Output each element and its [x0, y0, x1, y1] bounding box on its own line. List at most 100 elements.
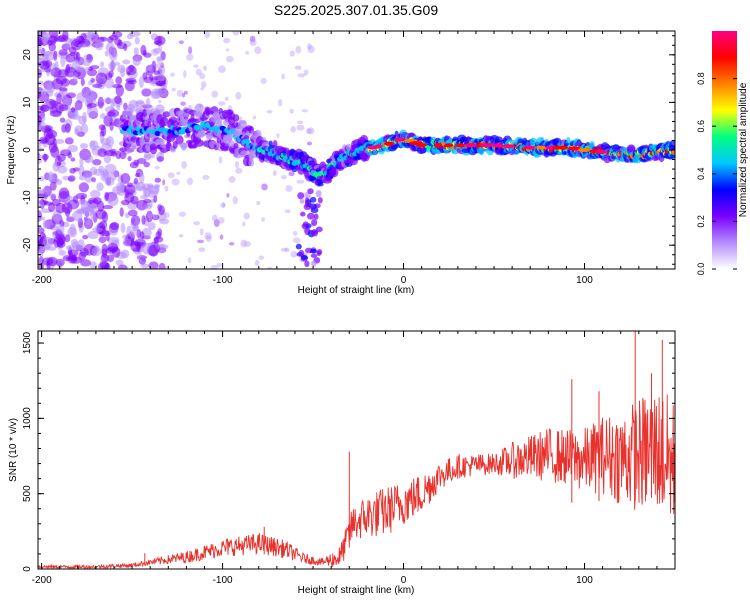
snr-y-tick-label: 1500 [22, 331, 33, 354]
snr-peaks [144, 331, 663, 566]
spectrogram-cell [77, 239, 85, 251]
spectrogram-cell [175, 135, 184, 145]
spectrogram-x-tick-label: -100 [213, 275, 233, 286]
spectrogram-cell [119, 207, 124, 217]
spectrogram-cell [64, 137, 74, 145]
spectrogram-cell [103, 150, 116, 156]
spectrogram-cell [281, 73, 286, 80]
spectrogram-cell [50, 193, 57, 201]
spectrogram-cell [53, 50, 58, 61]
spectrogram-cell [171, 178, 180, 186]
spectrogram-cell [164, 212, 170, 219]
spectrogram-cell [284, 209, 291, 214]
spectrogram-cell [103, 115, 113, 127]
spectrogram-cell [235, 167, 243, 174]
spectrogram-cell [228, 242, 235, 246]
spectrogram-cell [176, 171, 181, 175]
spectrogram-cell [97, 96, 104, 109]
spectrogram-cell [52, 177, 60, 183]
spectrogram-cell [43, 153, 48, 163]
spectrogram-cell [595, 150, 607, 155]
spectrogram-cell [86, 105, 99, 118]
colorbar-ticks: 0.0 0.2 0.4 0.6 0.8 [696, 72, 737, 275]
spectrogram-cell [193, 64, 199, 68]
spectrogram-cell [70, 114, 81, 120]
spectrogram-cell [248, 159, 255, 167]
spectrogram-cell [153, 70, 160, 76]
spectrogram-cell [56, 240, 66, 248]
spectrogram-cell [268, 140, 273, 147]
spectrogram-cell [98, 236, 107, 244]
spectrogram-cell [39, 104, 50, 112]
spectrogram-cell [568, 146, 580, 151]
snr-x-tick-label: 0 [401, 575, 407, 586]
spectrogram-cell [100, 253, 110, 263]
spectrogram-cell [123, 102, 128, 111]
spectrogram-cell [141, 88, 152, 97]
spectrogram-cell [225, 48, 230, 52]
spectrogram-cell [180, 101, 186, 106]
spectrogram-cell [181, 160, 187, 169]
spectrogram-cell [62, 175, 70, 181]
spectrogram-cell [186, 177, 194, 186]
spectrogram-cell [92, 227, 103, 233]
spectrogram-cell [139, 231, 145, 240]
spectrogram-cell [50, 67, 62, 78]
spectrogram-cell [162, 179, 166, 186]
spectrogram-cell [56, 161, 62, 166]
spectrogram-cell [59, 87, 68, 92]
spectrogram-cell [136, 254, 145, 262]
colorbar: 0.0 0.2 0.4 0.6 0.8 Normalized spectral ampl… [696, 31, 749, 275]
spectrogram-cell [178, 234, 184, 238]
spectrogram-cell [133, 159, 140, 166]
spectrogram-cell [38, 62, 44, 67]
spectrogram-cell [82, 234, 89, 240]
spectrogram-cell [290, 250, 298, 258]
spectrogram-cell [97, 148, 107, 157]
spectrogram-cell [187, 104, 193, 110]
spectrogram-cell [89, 140, 96, 148]
spectrogram-cell [289, 108, 294, 114]
spectrogram-cell [89, 202, 98, 215]
spectrogram-cell [162, 111, 171, 118]
spectrogram-cell [122, 238, 132, 246]
spectrogram-cell [290, 126, 296, 133]
spectrogram-cell [188, 46, 193, 55]
spectrogram-cell [44, 133, 56, 146]
spectrogram-cell [56, 93, 62, 105]
spectrogram-cell [150, 48, 159, 56]
spectrogram-cell [145, 97, 151, 109]
spectrogram-cell [297, 192, 305, 200]
spectrogram-cell [200, 87, 204, 91]
spectrogram-cell [159, 139, 165, 146]
spectrogram-cell [67, 249, 79, 257]
figure-title: S225.2025.307.01.35.G09 [274, 2, 438, 18]
spectrogram-cell [111, 83, 123, 89]
spectrogram-y-tick-label: 10 [22, 96, 33, 108]
spectrogram-cell [199, 227, 204, 236]
spectrogram-cell [416, 143, 427, 148]
spectrogram-cell [254, 46, 262, 55]
spectrogram-cell [299, 198, 305, 204]
spectrogram-cell [72, 59, 81, 70]
spectrogram-cell [160, 62, 165, 69]
spectrogram-cell [148, 244, 159, 257]
spectrogram-cell [104, 177, 115, 186]
spectrogram-cell [105, 42, 115, 53]
spectrogram-cell [226, 55, 234, 63]
spectrogram-cell [60, 55, 66, 67]
spectrogram-cell [171, 120, 180, 127]
colorbar-tick-label: 0.4 [696, 168, 706, 181]
spectrogram-cell [226, 136, 233, 142]
spectrogram-cell [147, 120, 152, 129]
spectrogram-cell [108, 34, 119, 41]
spectrogram-cell [45, 60, 53, 68]
spectrogram-cell [183, 70, 187, 78]
spectrogram-cell [38, 48, 43, 54]
spectrogram-cell [38, 216, 46, 221]
spectrogram-cell [38, 176, 45, 182]
spectrogram-cell [123, 43, 128, 51]
spectrogram-cell [130, 195, 139, 205]
spectrogram-cell [38, 193, 46, 199]
spectrogram-cell [82, 59, 91, 67]
